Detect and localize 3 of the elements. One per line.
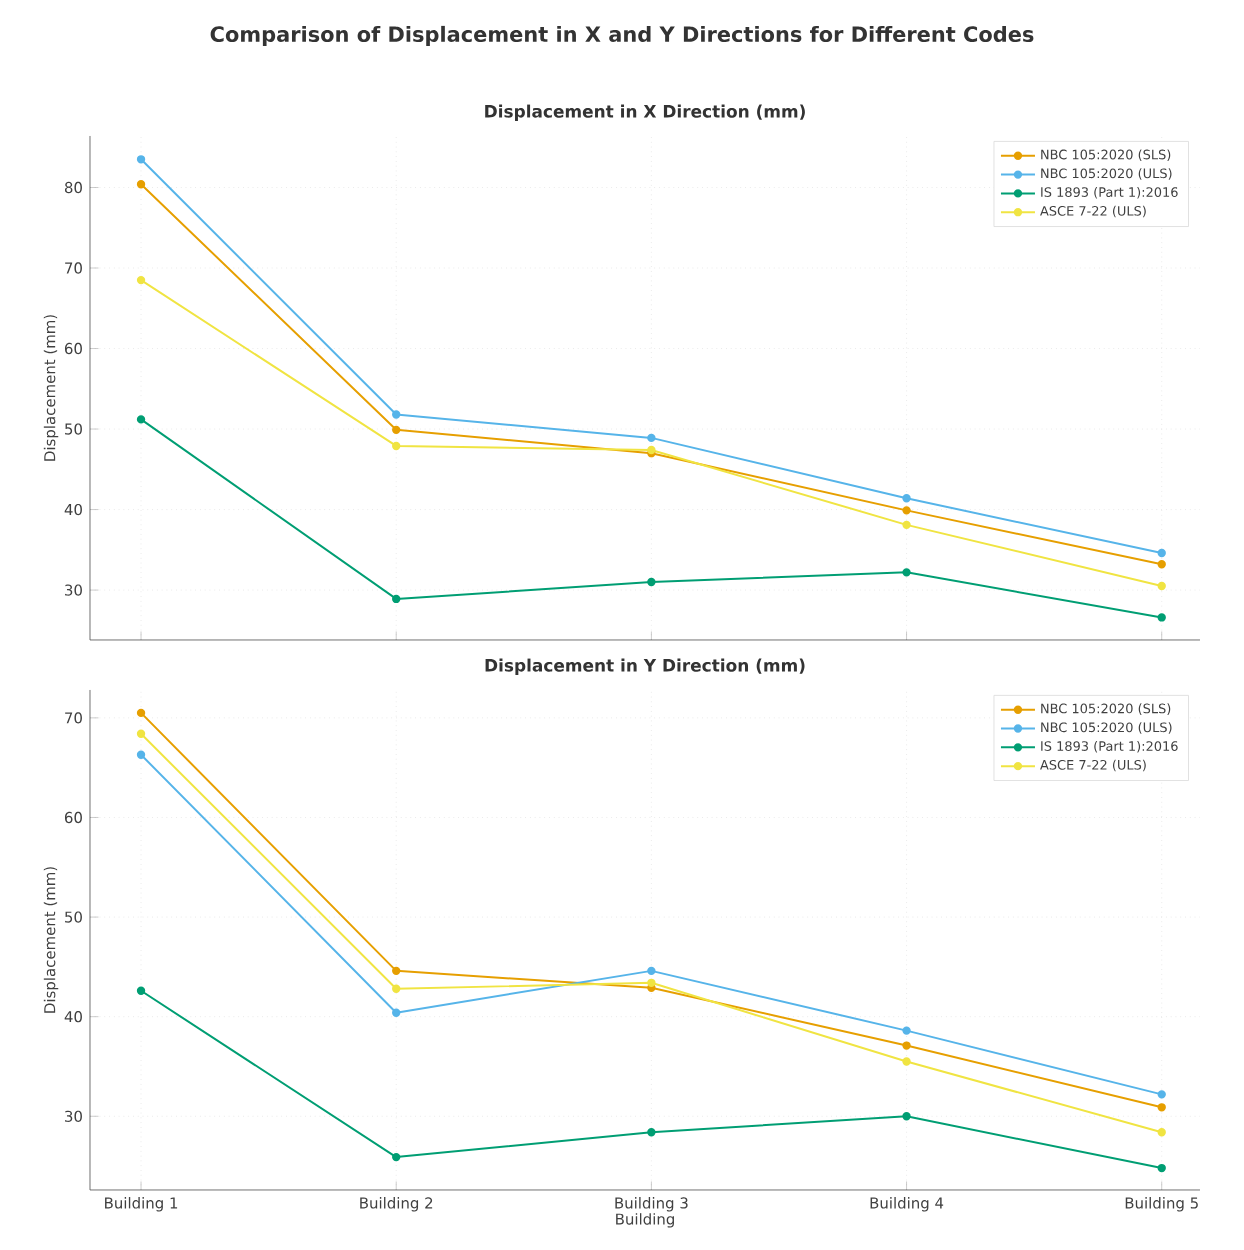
chart-title: Comparison of Displacement in X and Y Directions for Different Codes	[210, 25, 1034, 47]
chart-subtitle: Displacement in X Direction (mm)	[485, 104, 805, 121]
chart-title: Displacement in Y Direction (mm)	[485, 658, 805, 675]
